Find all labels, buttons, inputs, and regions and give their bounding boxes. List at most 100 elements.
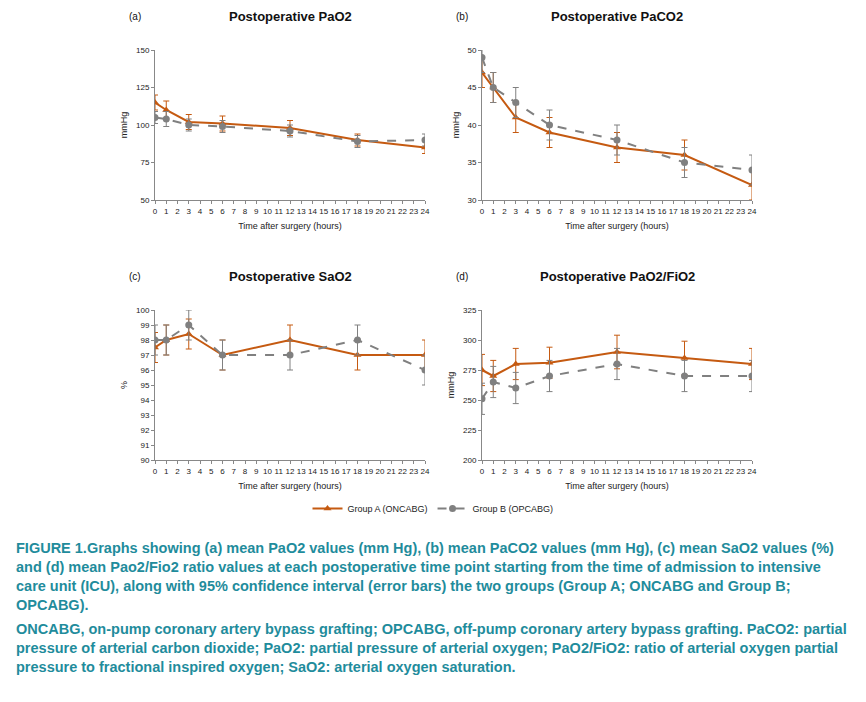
svg-text:250: 250 (463, 396, 477, 405)
svg-text:17: 17 (669, 207, 678, 216)
svg-text:18: 18 (353, 207, 362, 216)
svg-text:7: 7 (559, 467, 564, 476)
svg-text:93: 93 (140, 411, 149, 420)
svg-text:20: 20 (376, 207, 385, 216)
svg-text:0: 0 (153, 467, 158, 476)
svg-text:30: 30 (467, 196, 476, 205)
svg-text:Postoperative SaO2: Postoperative SaO2 (229, 269, 352, 284)
svg-text:0: 0 (480, 207, 485, 216)
svg-text:9: 9 (254, 467, 259, 476)
svg-text:14: 14 (308, 467, 317, 476)
svg-text:6: 6 (547, 207, 552, 216)
svg-text:14: 14 (308, 207, 317, 216)
svg-text:19: 19 (364, 207, 373, 216)
svg-text:7: 7 (232, 467, 237, 476)
svg-text:10: 10 (590, 207, 599, 216)
svg-text:2: 2 (502, 467, 507, 476)
svg-text:1: 1 (164, 467, 169, 476)
svg-text:(c): (c) (129, 271, 141, 282)
svg-text:2: 2 (175, 207, 180, 216)
svg-text:mmHg: mmHg (446, 372, 456, 399)
svg-text:21: 21 (714, 467, 723, 476)
svg-text:Postoperative PaCO2: Postoperative PaCO2 (551, 9, 683, 24)
svg-text:5: 5 (536, 207, 541, 216)
svg-text:21: 21 (387, 467, 396, 476)
svg-text:%: % (119, 381, 129, 389)
svg-text:12: 12 (613, 467, 622, 476)
svg-text:21: 21 (387, 207, 396, 216)
svg-text:90: 90 (140, 456, 149, 465)
svg-text:23: 23 (736, 207, 745, 216)
svg-text:325: 325 (463, 306, 477, 315)
svg-text:50: 50 (467, 46, 476, 55)
svg-text:200: 200 (463, 456, 477, 465)
svg-text:3: 3 (187, 467, 192, 476)
svg-text:95: 95 (140, 381, 149, 390)
svg-text:18: 18 (353, 467, 362, 476)
svg-text:11: 11 (602, 207, 611, 216)
svg-text:8: 8 (243, 467, 248, 476)
svg-text:5: 5 (536, 467, 541, 476)
svg-text:22: 22 (725, 467, 734, 476)
svg-text:0: 0 (480, 467, 485, 476)
svg-text:22: 22 (398, 467, 407, 476)
svg-text:12: 12 (286, 207, 295, 216)
svg-text:300: 300 (463, 336, 477, 345)
svg-text:16: 16 (658, 467, 667, 476)
svg-text:9: 9 (254, 207, 259, 216)
svg-text:98: 98 (140, 336, 149, 345)
svg-text:23: 23 (409, 467, 418, 476)
svg-text:20: 20 (376, 467, 385, 476)
svg-text:10: 10 (263, 207, 272, 216)
svg-text:19: 19 (691, 207, 700, 216)
svg-text:3: 3 (187, 207, 192, 216)
svg-text:mmHg: mmHg (451, 112, 461, 139)
svg-text:9: 9 (581, 467, 586, 476)
svg-text:2: 2 (502, 207, 507, 216)
svg-text:4: 4 (525, 207, 530, 216)
svg-text:150: 150 (136, 46, 150, 55)
svg-text:91: 91 (140, 441, 149, 450)
svg-text:7: 7 (559, 207, 564, 216)
svg-text:Postoperative PaO2/FiO2: Postoperative PaO2/FiO2 (540, 269, 695, 284)
svg-text:1: 1 (164, 207, 169, 216)
svg-text:24: 24 (748, 467, 757, 476)
svg-text:9: 9 (581, 207, 586, 216)
svg-text:4: 4 (198, 207, 203, 216)
svg-text:92: 92 (140, 426, 149, 435)
svg-text:13: 13 (297, 467, 306, 476)
svg-text:1: 1 (491, 467, 496, 476)
svg-text:19: 19 (691, 467, 700, 476)
svg-text:17: 17 (342, 467, 351, 476)
svg-text:16: 16 (331, 467, 340, 476)
svg-text:18: 18 (680, 207, 689, 216)
svg-text:(d): (d) (456, 271, 468, 282)
svg-text:Time after surgery (hours): Time after surgery (hours) (565, 221, 669, 231)
svg-text:21: 21 (714, 207, 723, 216)
svg-text:3: 3 (514, 207, 519, 216)
svg-text:7: 7 (232, 207, 237, 216)
svg-text:20: 20 (703, 207, 712, 216)
svg-text:(a): (a) (129, 11, 141, 22)
svg-text:Postoperative PaO2: Postoperative PaO2 (229, 9, 352, 24)
svg-text:(b): (b) (456, 11, 468, 22)
svg-text:Group A (ONCABG): Group A (ONCABG) (348, 504, 428, 514)
svg-text:5: 5 (209, 467, 214, 476)
svg-text:22: 22 (725, 207, 734, 216)
svg-text:99: 99 (140, 321, 149, 330)
svg-text:24: 24 (421, 467, 430, 476)
svg-text:18: 18 (680, 467, 689, 476)
svg-text:Group B (OPCABG): Group B (OPCABG) (473, 504, 554, 514)
svg-text:8: 8 (570, 207, 575, 216)
svg-text:10: 10 (590, 467, 599, 476)
svg-text:100: 100 (136, 306, 150, 315)
svg-text:5: 5 (209, 207, 214, 216)
svg-text:50: 50 (140, 196, 149, 205)
svg-text:75: 75 (140, 158, 149, 167)
svg-text:35: 35 (467, 158, 476, 167)
svg-text:3: 3 (514, 467, 519, 476)
svg-text:15: 15 (646, 207, 655, 216)
svg-text:97: 97 (140, 351, 149, 360)
svg-text:8: 8 (243, 207, 248, 216)
svg-text:125: 125 (136, 83, 150, 92)
